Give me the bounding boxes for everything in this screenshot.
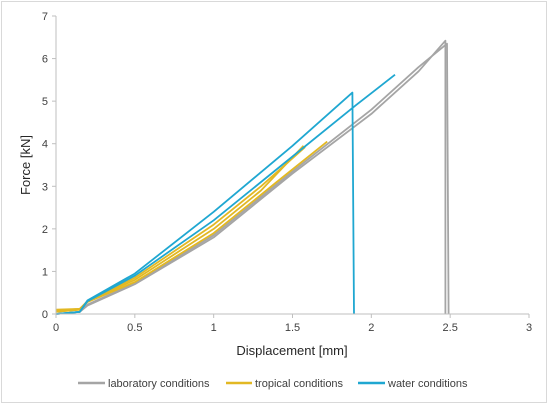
x-axis-title: Displacement [mm]: [236, 343, 347, 358]
series-line-tropical-3: [55, 146, 306, 311]
y-tick-label: 4: [42, 139, 48, 151]
y-axis-title: Force [kN]: [18, 135, 33, 195]
series-line-water-2: [55, 73, 396, 315]
series-line-water-1: [55, 91, 355, 315]
x-tick-label: 1: [211, 322, 217, 334]
y-tick-label: 0: [42, 309, 48, 321]
series-line-tropical-2: [55, 140, 328, 312]
y-tick-label: 1: [42, 266, 48, 278]
legend-label-water: water conditions: [387, 378, 468, 390]
axes: [55, 16, 529, 315]
x-tick-label: 2: [368, 322, 374, 334]
series-line-tropical-1: [55, 145, 305, 313]
legend: laboratory conditions tropical condition…: [78, 378, 468, 390]
x-tick-label: 3: [526, 322, 532, 334]
x-tick-labels: 0 0.5 1 1.5 2 2.5 3: [53, 314, 532, 334]
y-tick-label: 7: [42, 11, 48, 23]
y-tick-labels: 0 1 2 3 4 5 6 7: [42, 11, 56, 321]
y-tick-label: 6: [42, 54, 48, 66]
x-tick-label: 1.5: [285, 322, 300, 334]
legend-label-laboratory: laboratory conditions: [108, 378, 210, 390]
y-tick-label: 3: [42, 181, 48, 193]
y-tick-label: 2: [42, 224, 48, 236]
x-tick-label: 2.5: [443, 322, 458, 334]
series-curves: [55, 39, 450, 315]
x-tick-label: 0.5: [127, 322, 142, 334]
legend-label-tropical: tropical conditions: [255, 378, 344, 390]
x-tick-label: 0: [53, 322, 59, 334]
series-line-laboratory-2: [55, 42, 450, 315]
y-tick-label: 5: [42, 96, 48, 108]
